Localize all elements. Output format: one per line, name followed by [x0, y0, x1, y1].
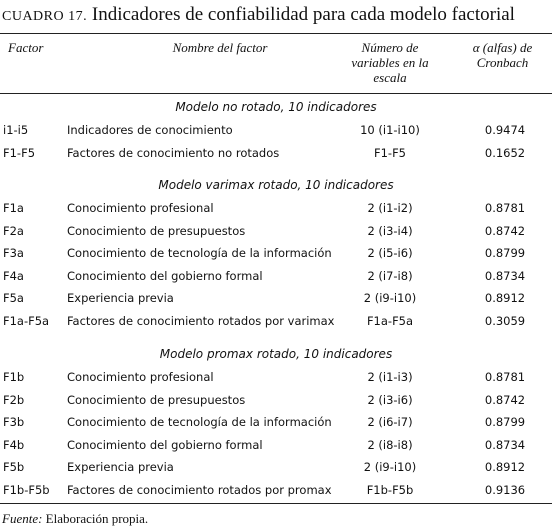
header-cell: Factor: [8, 40, 44, 55]
title-text: Indicadores de confiabilidad para cada m…: [91, 4, 515, 25]
table-cell: 2 (i8-i8): [367, 437, 413, 452]
table-cell: 2 (i3-i4): [367, 223, 413, 238]
table-cell: Conocimiento de tecnología de la informa…: [67, 415, 332, 429]
table-cell: 0.3059: [484, 313, 526, 328]
table-cell: F3b: [3, 415, 25, 429]
table-cell: Conocimiento profesional: [67, 370, 214, 384]
header-cell: Nombre del factor: [172, 40, 268, 55]
table-cell: F4b: [3, 437, 25, 452]
table-cell: F4a: [3, 268, 24, 283]
table-cell: Factores de conocimiento rotados por pro…: [67, 482, 332, 497]
table-cell: Conocimiento del gobierno formal: [67, 268, 263, 283]
table-cell: Conocimiento del gobierno formal: [67, 437, 263, 452]
table-cell: 0.1652: [484, 145, 526, 160]
table-cell: Conocimiento profesional: [67, 201, 214, 215]
table-cell: F2b: [3, 392, 25, 407]
table-cell: F1-F5: [3, 145, 36, 160]
table-cell: F2a: [3, 223, 24, 238]
table-cell: Experiencia previa: [67, 291, 174, 305]
table-cell: Factores de conocimiento no rotados: [67, 145, 280, 160]
table-cell: Experiencia previa: [67, 460, 174, 474]
header-cell: α (alfas) de Cronbach: [472, 40, 533, 70]
top-rule: [0, 33, 552, 34]
table-cell: Factores de conocimiento rotados por var…: [67, 313, 335, 328]
table-cell: F5b: [3, 460, 25, 474]
bottom-rule: [0, 503, 552, 504]
table-cell: 2 (i6-i7): [367, 415, 413, 429]
table-cell: 2 (i1-i2): [367, 201, 413, 215]
table-cell: F1b: [3, 370, 25, 384]
table-cell: Conocimiento de tecnología de la informa…: [67, 246, 332, 260]
table-cell: 0.9136: [484, 482, 526, 497]
table-cell: F5a: [3, 291, 24, 305]
table-cell: Conocimiento de presupuestos: [67, 223, 246, 238]
table-cell: 0.8781: [484, 370, 526, 384]
table-cell: 0.9474: [484, 123, 526, 137]
table-cell: F1a: [3, 201, 24, 215]
footer: Fuente: Elaboración propia.: [2, 511, 148, 527]
header-cell: Número de variables en la escala: [351, 40, 429, 85]
table-cell: i1-i5: [3, 123, 29, 137]
table-cell: 0.8734: [484, 437, 526, 452]
table-cell: F3a: [3, 246, 24, 260]
table-cell: F1b-F5b: [3, 482, 50, 497]
section-heading: Modelo varimax rotado, 10 indicadores: [158, 178, 394, 192]
table-cell: 0.8742: [484, 223, 526, 238]
table-cell: 0.8912: [484, 460, 526, 474]
table-cell: 0.8734: [484, 268, 526, 283]
table-cell: 10 (i1-i10): [360, 123, 420, 137]
table-cell: 0.8799: [484, 246, 526, 260]
header-rule: [0, 93, 552, 94]
section-heading: Modelo promax rotado, 10 indicadores: [159, 347, 393, 361]
table-cell: F1-F5: [373, 145, 406, 160]
title: CUADRO 17. Indicadores de confiabilidad …: [2, 4, 515, 26]
table-cell: 2 (i5-i6): [367, 246, 413, 260]
table-cell: F1a-F5a: [3, 313, 50, 328]
footer-text: Elaboración propia.: [45, 511, 149, 526]
table-cell: 0.8912: [484, 291, 526, 305]
table-cell: 0.8742: [484, 392, 526, 407]
table-cell: 2 (i1-i3): [367, 370, 413, 384]
footer-label: Fuente:: [2, 511, 43, 526]
table-cell: F1b-F5b: [366, 482, 414, 497]
table-cell: 0.8799: [484, 415, 526, 429]
table-cell: 2 (i9-i10): [363, 460, 417, 474]
table-cell: F1a-F5a: [366, 313, 414, 328]
table-cell: 0.8781: [484, 201, 526, 215]
table-cell: Indicadores de conocimiento: [67, 123, 233, 137]
table-cell: Conocimiento de presupuestos: [67, 392, 246, 407]
table-cell: 2 (i7-i8): [367, 268, 413, 283]
table-cell: 2 (i3-i6): [367, 392, 413, 407]
table-cell: 2 (i9-i10): [363, 291, 417, 305]
section-heading: Modelo no rotado, 10 indicadores: [175, 100, 377, 114]
title-label: CUADRO 17.: [2, 9, 88, 24]
